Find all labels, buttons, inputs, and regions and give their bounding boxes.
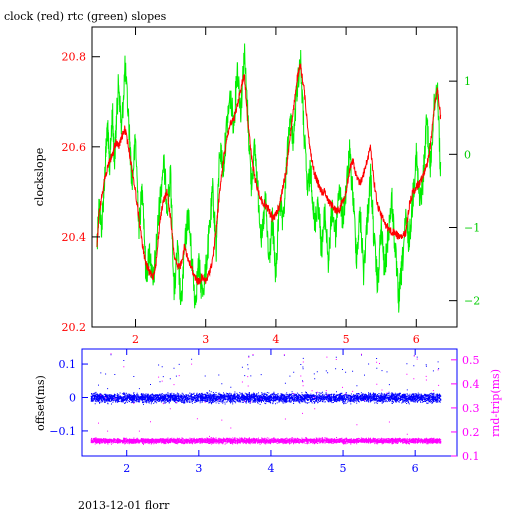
slope-x-tick-label: 6 <box>413 333 420 346</box>
slope-y-axis-label: clockslope <box>33 148 46 206</box>
offset-scatter <box>90 354 442 405</box>
rndtrip-y-tick-label: 0.2 <box>462 426 480 439</box>
offset-axes: 2 3 4 5 6 −0.1 0 0.1 0.1 0.2 0.3 0.4 0.5 <box>49 349 480 475</box>
slope-y2-tick-label: 1 <box>464 75 471 88</box>
rndtrip-y-axis-label: rnd-trip(ms) <box>489 369 502 437</box>
slope-axes: 2 3 4 5 6 20.2 20.4 20.6 20.8 −2 −1 0 1 <box>62 27 480 346</box>
slope-y2-tick-label: 0 <box>464 148 471 161</box>
slope-y-tick-label: 20.8 <box>62 51 87 64</box>
offset-x-tick-label: 3 <box>195 462 202 475</box>
slope-plot-area <box>96 43 442 313</box>
rndtrip-y-tick-label: 0.5 <box>462 354 480 367</box>
offset-x-tick-label: 6 <box>412 462 419 475</box>
offset-y-axis-label: offset(ms) <box>34 375 47 431</box>
slope-x-tick-label: 3 <box>202 333 209 346</box>
offset-x-tick-label: 2 <box>123 462 130 475</box>
slope-y-tick-label: 20.4 <box>62 231 87 244</box>
rndtrip-y-tick-label: 0.1 <box>462 450 480 463</box>
offset-x-tick-label: 4 <box>267 462 274 475</box>
rndtrip-y-tick-label: 0.4 <box>462 378 480 391</box>
slope-y2-tick-label: −2 <box>464 295 480 308</box>
slope-y2-tick-label: −1 <box>464 221 480 234</box>
slope-y-tick-label: 20.6 <box>62 141 87 154</box>
rndtrip-y-tick-label: 0.3 <box>462 402 480 415</box>
slope-panel-frame <box>91 26 458 328</box>
slope-x-tick-label: 5 <box>343 333 350 346</box>
offset-y-tick-label: 0.1 <box>59 358 77 371</box>
offset-y-tick-label: −0.1 <box>49 425 76 438</box>
slope-y-tick-label: 20.2 <box>62 321 87 334</box>
slope-x-tick-label: 4 <box>272 333 279 346</box>
rtc-slope-line <box>96 43 442 313</box>
offset-plot-area <box>90 353 442 445</box>
offset-scatter-points <box>90 354 442 405</box>
clock-slope-line <box>96 63 442 286</box>
slope-x-tick-label: 2 <box>132 333 139 346</box>
footer-caption: 2013-12-01 florr <box>78 499 170 512</box>
slope-panel: 2 3 4 5 6 20.2 20.4 20.6 20.8 −2 −1 0 1 clockslope <box>33 26 480 346</box>
figure-title: clock (red) rtc (green) slopes <box>4 10 167 23</box>
offset-y-tick-label: 0 <box>69 391 76 404</box>
offset-panel-frame <box>81 348 458 457</box>
offset-x-tick-label: 5 <box>340 462 347 475</box>
offset-panel: 2 3 4 5 6−0.100.10.10.20.30.40.5 offset(ms) … <box>34 348 502 475</box>
